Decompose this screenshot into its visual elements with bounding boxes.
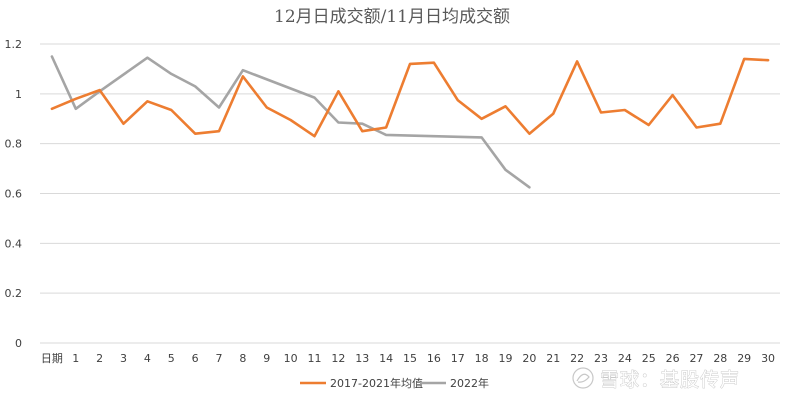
- x-tick-label: 17: [451, 352, 465, 365]
- y-tick-label: 0.8: [5, 138, 23, 151]
- x-tick-label: 30: [761, 352, 775, 365]
- y-tick-label: 1.2: [5, 38, 23, 51]
- series-line-0: [50, 57, 770, 138]
- watermark-text: 雪球：基股传声: [600, 369, 740, 391]
- y-tick-label: 0: [15, 337, 22, 350]
- series-lines: [50, 55, 770, 189]
- x-tick-label: 11: [308, 352, 322, 365]
- y-tick-label: 1: [15, 88, 22, 101]
- watermark-logo-icon: [572, 367, 594, 389]
- x-tick-label: 18: [475, 352, 489, 365]
- x-tick-label: 8: [239, 352, 246, 365]
- y-tick-label: 0.4: [5, 237, 23, 250]
- x-tick-label: 26: [666, 352, 680, 365]
- gridlines: [40, 43, 780, 344]
- legend: 2017-2021年均值 2022年: [300, 376, 489, 390]
- x-tick-label: 22: [570, 352, 584, 365]
- x-tick-label: 14: [379, 352, 393, 365]
- x-tick-label: 10: [284, 352, 298, 365]
- x-tick-label: 5: [168, 352, 175, 365]
- x-tick-label: 3: [120, 352, 127, 365]
- watermark: 雪球：基股传声: [572, 367, 740, 391]
- x-tick-label: 23: [594, 352, 608, 365]
- legend-label: 2022年: [450, 376, 489, 390]
- y-tick-label: 0.6: [5, 188, 23, 201]
- x-tick-label: 27: [689, 352, 703, 365]
- x-tick-label: 29: [737, 352, 751, 365]
- x-tick-label: 19: [498, 352, 512, 365]
- y-tick-label: 0.2: [5, 287, 23, 300]
- x-tick-label: 2: [96, 352, 103, 365]
- legend-label: 2017-2021年均值: [330, 376, 423, 390]
- x-tick-label: 12: [331, 352, 345, 365]
- x-tick-label: 20: [522, 352, 536, 365]
- x-tick-label: 21: [546, 352, 560, 365]
- watermark-logo-mark: [576, 373, 590, 383]
- x-tick-label: 25: [642, 352, 656, 365]
- x-tick-label: 9: [263, 352, 270, 365]
- x-tick-label: 7: [216, 352, 223, 365]
- chart-title: 12月日成交额/11月日均成交额: [274, 7, 510, 27]
- x-axis-ticks: 日期 1 2 3 4 5 6 7 8 9 10 11 12 13 14 15 16 17 18 19 20 21 22 23 2…: [41, 352, 775, 365]
- y-axis-ticks: 0 0.2 0.4 0.6 0.8 1 1.2: [5, 38, 23, 350]
- x-tick-label: 4: [144, 352, 151, 365]
- x-tick-label: 16: [427, 352, 441, 365]
- x-tick-label: 24: [618, 352, 632, 365]
- x-tick-label: 15: [403, 352, 417, 365]
- x-tick-label: 1: [72, 352, 79, 365]
- x-tick-label: 13: [355, 352, 369, 365]
- x-tick-label: 6: [192, 352, 199, 365]
- series-line-1: [50, 55, 531, 189]
- x-tick-label: 日期: [41, 352, 63, 365]
- x-tick-label: 28: [713, 352, 727, 365]
